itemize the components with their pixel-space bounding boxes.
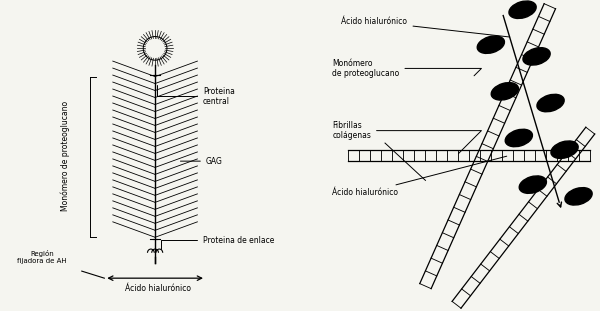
Text: Proteina
central: Proteina central bbox=[157, 85, 235, 106]
Circle shape bbox=[143, 36, 167, 60]
Text: Monómero
de proteoglucano: Monómero de proteoglucano bbox=[332, 59, 481, 78]
Ellipse shape bbox=[505, 129, 532, 147]
Ellipse shape bbox=[509, 1, 536, 18]
Text: Región
fijadora de AH: Región fijadora de AH bbox=[17, 250, 67, 264]
Text: GAG: GAG bbox=[181, 157, 223, 166]
Text: Ácido hialurónico: Ácido hialurónico bbox=[332, 156, 507, 197]
Text: Fibrillas
colágenas: Fibrillas colágenas bbox=[332, 121, 481, 154]
Ellipse shape bbox=[565, 188, 592, 205]
Text: Proteina de enlace: Proteina de enlace bbox=[161, 236, 274, 248]
Ellipse shape bbox=[551, 141, 578, 158]
Ellipse shape bbox=[523, 48, 550, 65]
Text: Ácido hialurónico: Ácido hialurónico bbox=[341, 17, 510, 37]
Ellipse shape bbox=[537, 94, 564, 112]
Ellipse shape bbox=[491, 83, 518, 100]
Text: Monómero de proteoglucano: Monómero de proteoglucano bbox=[60, 100, 70, 211]
Text: Ácido hialurónico: Ácido hialurónico bbox=[125, 284, 191, 293]
Ellipse shape bbox=[519, 176, 547, 193]
Ellipse shape bbox=[477, 36, 505, 53]
